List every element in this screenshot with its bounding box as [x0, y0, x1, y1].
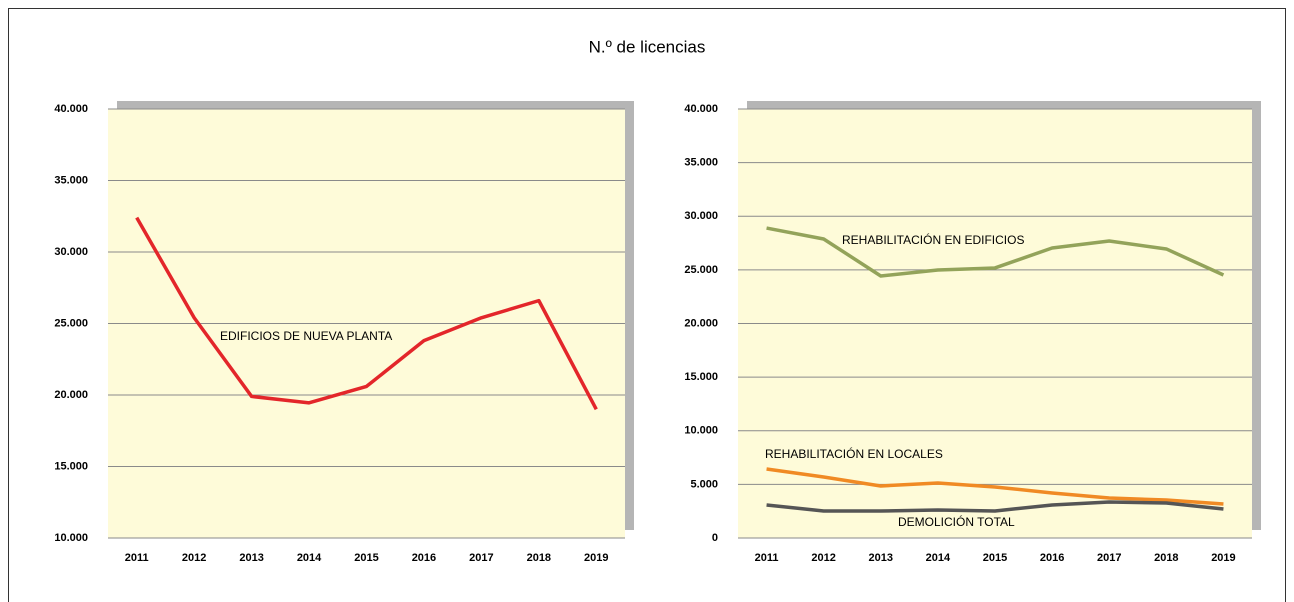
- y-tick-label: 10.000: [54, 532, 88, 544]
- y-tick-label: 40.000: [684, 103, 718, 115]
- x-tick-label: 2014: [926, 552, 951, 564]
- x-tick-label: 2013: [869, 552, 893, 564]
- y-tick-label: 35.000: [54, 174, 88, 186]
- x-tick-label: 2017: [1097, 552, 1121, 564]
- y-tick-label: 30.000: [54, 246, 88, 258]
- x-tick-label: 2017: [469, 552, 493, 564]
- x-tick-label: 2011: [755, 552, 779, 564]
- y-tick-label: 20.000: [684, 317, 718, 329]
- y-tick-label: 15.000: [684, 371, 718, 383]
- y-tick-label: 30.000: [684, 210, 718, 222]
- series-label: EDIFICIOS DE NUEVA PLANTA: [220, 329, 392, 343]
- series-label: REHABILITACIÓN EN EDIFICIOS: [842, 232, 1024, 247]
- x-tick-label: 2012: [182, 552, 206, 564]
- y-tick-label: 0: [712, 532, 718, 544]
- series-line: [766, 467, 1224, 506]
- frame: [8, 8, 1286, 602]
- x-tick-label: 2018: [527, 552, 551, 564]
- series-line: [766, 500, 1224, 513]
- x-tick-label: 2014: [297, 552, 322, 564]
- y-tick-label: 25.000: [54, 317, 88, 329]
- x-tick-label: 2016: [412, 552, 436, 564]
- x-tick-label: 2019: [1211, 552, 1235, 564]
- x-tick-label: 2016: [1040, 552, 1064, 564]
- y-tick-label: 40.000: [54, 103, 88, 115]
- x-tick-label: 2013: [239, 552, 263, 564]
- y-tick-label: 10.000: [684, 425, 718, 437]
- series-label: REHABILITACIÓN EN LOCALES: [765, 446, 943, 461]
- y-tick-label: 25.000: [684, 264, 718, 276]
- y-tick-label: 15.000: [54, 460, 88, 472]
- x-tick-label: 2018: [1154, 552, 1178, 564]
- title: N.º de licencias: [589, 37, 706, 56]
- series-line: [135, 216, 598, 411]
- x-tick-label: 2015: [983, 552, 1007, 564]
- y-tick-label: 5.000: [690, 478, 718, 490]
- x-tick-label: 2019: [584, 552, 608, 564]
- x-tick-label: 2015: [354, 552, 378, 564]
- series-label: DEMOLICIÓN TOTAL: [898, 514, 1015, 529]
- y-tick-label: 20.000: [54, 389, 88, 401]
- x-tick-label: 2012: [811, 552, 835, 564]
- x-tick-label: 2011: [125, 552, 149, 564]
- y-tick-label: 35.000: [684, 157, 718, 169]
- series-line: [766, 226, 1225, 278]
